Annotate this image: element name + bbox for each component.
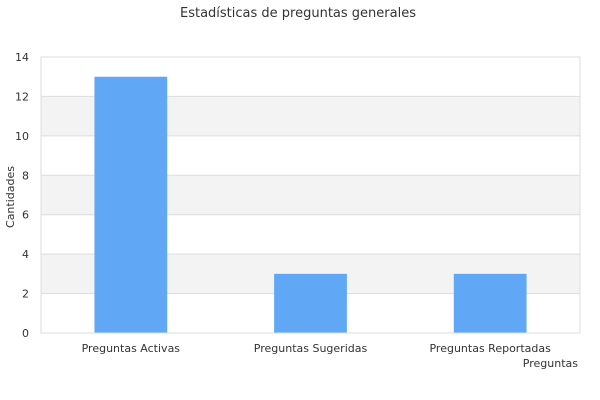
y-tick-label: 2 (22, 288, 29, 301)
y-tick-label: 8 (22, 169, 29, 182)
plot-border (40, 56, 581, 334)
y-tick-label: 0 (22, 327, 29, 340)
chart-title: Estadísticas de preguntas generales (180, 6, 416, 21)
x-axis-label: Preguntas (523, 357, 578, 370)
bar (274, 273, 347, 333)
y-tick-label: 6 (22, 209, 29, 222)
x-axis-ticks: Preguntas Activas Preguntas Sugeridas Preg… (82, 342, 551, 355)
y-axis-label: Cantidades (4, 166, 17, 228)
x-tick-label: Preguntas Reportadas (429, 342, 551, 355)
x-tick-label: Preguntas Sugeridas (254, 342, 368, 355)
y-tick-label: 4 (22, 248, 29, 261)
y-tick-label: 14 (15, 51, 29, 64)
bar (453, 273, 527, 333)
y-tick-label: 10 (15, 130, 29, 143)
bar (94, 76, 168, 333)
y-axis-ticks: 0 2 4 6 8 10 12 14 (15, 51, 29, 340)
x-tick-label: Preguntas Activas (82, 342, 181, 355)
y-tick-label: 12 (15, 90, 29, 103)
bars-group (94, 76, 527, 333)
